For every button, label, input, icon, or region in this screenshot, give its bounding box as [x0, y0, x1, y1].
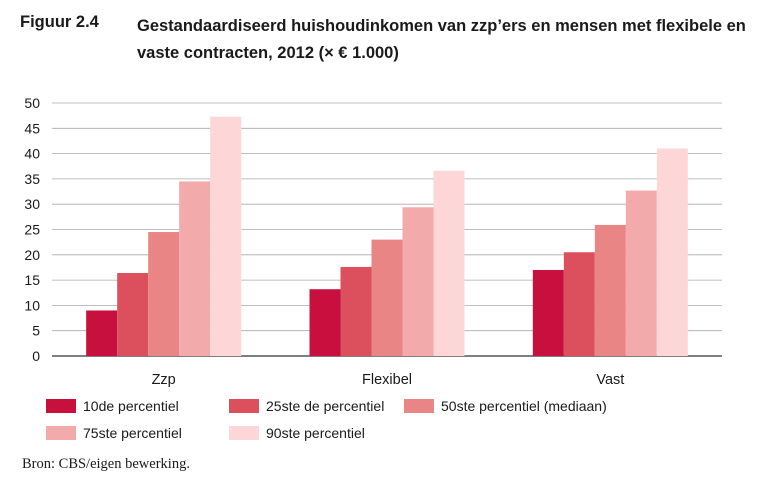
- bar: [402, 207, 434, 356]
- bar: [117, 273, 149, 356]
- bar: [86, 310, 118, 356]
- legend-label: 75ste percentiel: [83, 425, 182, 441]
- legend-swatch: [46, 426, 76, 440]
- legend-swatch: [229, 399, 259, 413]
- bar: [563, 252, 595, 356]
- figure-label: Figuur 2.4: [20, 13, 99, 31]
- bar: [371, 239, 403, 356]
- x-tick-label: Zzp: [152, 372, 176, 388]
- bar: [210, 116, 242, 356]
- legend-label: 10de percentiel: [83, 398, 179, 414]
- y-tick-label: 40: [24, 146, 40, 162]
- legend-label: 50ste percentiel (mediaan): [441, 398, 607, 414]
- bar: [656, 148, 688, 356]
- y-tick-label: 0: [32, 348, 40, 364]
- legend: 10de percentiel 25ste de percentiel 50ste …: [46, 398, 607, 441]
- legend-label: 25ste de percentiel: [266, 398, 384, 414]
- y-tick-label: 45: [24, 120, 40, 136]
- bars: [86, 116, 688, 356]
- bar: [532, 269, 564, 356]
- x-tick-label: Vast: [596, 372, 624, 388]
- y-tick-label: 10: [24, 297, 40, 313]
- y-tick-label: 5: [32, 323, 40, 339]
- legend-swatch: [229, 426, 259, 440]
- bar: [625, 190, 657, 356]
- bar: [340, 266, 372, 356]
- y-tick-label: 25: [24, 222, 40, 238]
- bar: [433, 170, 465, 356]
- y-tick-label: 20: [24, 247, 40, 263]
- bar: [309, 289, 341, 356]
- y-tick-label: 15: [24, 272, 40, 288]
- bar: [594, 224, 626, 356]
- x-tick-label: Flexibel: [362, 372, 412, 388]
- source-note: Bron: CBS/eigen bewerking.: [22, 456, 190, 472]
- y-tick-label: 30: [24, 196, 40, 212]
- legend-swatch: [404, 399, 434, 413]
- legend-label: 90ste percentiel: [266, 425, 365, 441]
- legend-swatch: [46, 399, 76, 413]
- x-axis: Zzp Flexibel Vast: [152, 372, 625, 388]
- y-axis: 0 5 10 15 20 25 30 35 40 45 50: [24, 95, 40, 364]
- bar: [179, 181, 211, 356]
- figure-title: Gestandaardiseerd huishoudinkomen van zz…: [137, 17, 746, 62]
- bar: [148, 232, 180, 356]
- y-tick-label: 50: [24, 95, 40, 111]
- y-tick-label: 35: [24, 171, 40, 187]
